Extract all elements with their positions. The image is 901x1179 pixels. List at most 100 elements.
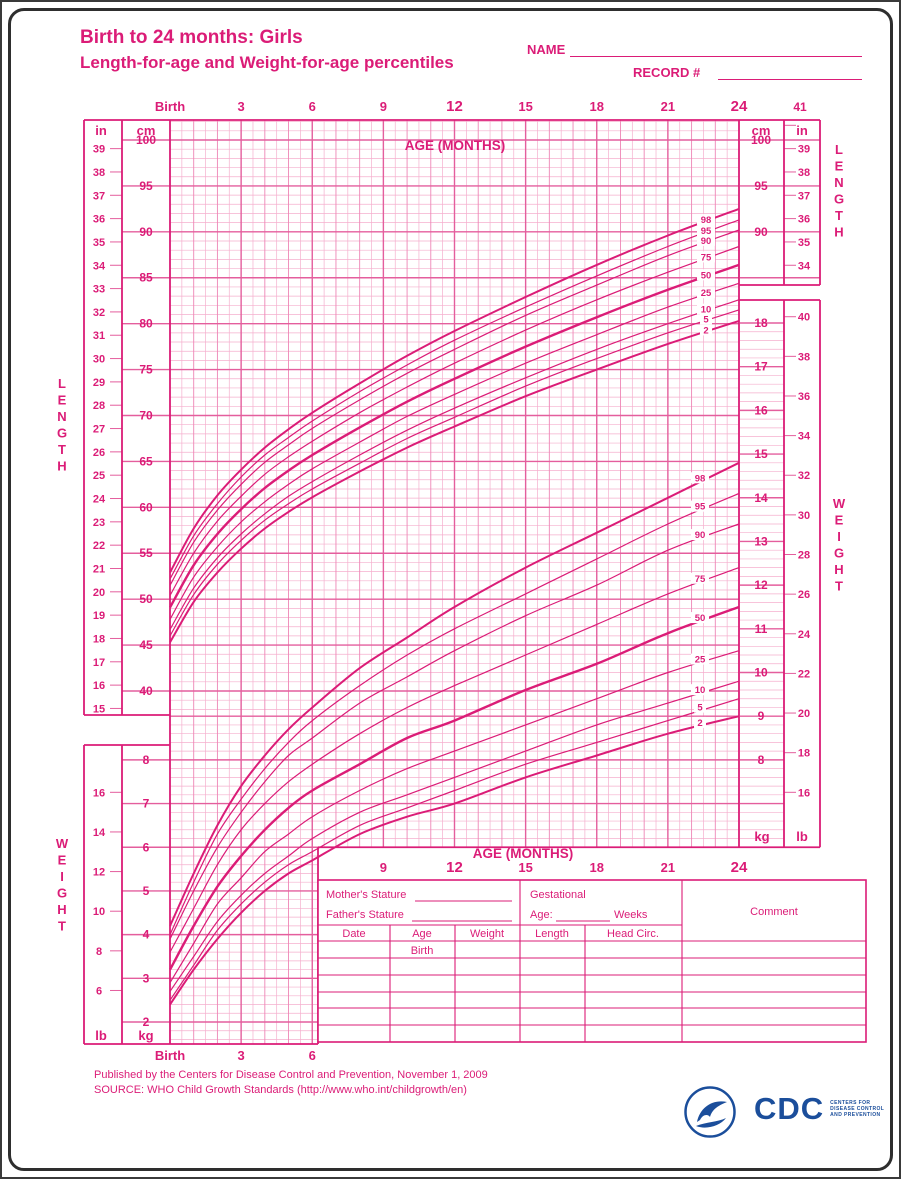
svg-text:21: 21 — [93, 563, 105, 575]
svg-text:6: 6 — [143, 840, 150, 854]
svg-text:10: 10 — [701, 305, 712, 316]
svg-text:12: 12 — [446, 859, 463, 876]
table-data-rows[interactable] — [318, 941, 866, 1042]
svg-text:100: 100 — [136, 133, 156, 147]
col-header-weight: Weight — [470, 928, 504, 940]
svg-text:6: 6 — [309, 1048, 316, 1063]
svg-text:41: 41 — [793, 100, 807, 114]
footer-publisher: Published by the Centers for Disease Con… — [94, 1069, 488, 1081]
svg-text:75: 75 — [139, 363, 153, 377]
svg-text:36: 36 — [798, 391, 810, 403]
svg-text:12: 12 — [446, 98, 463, 115]
svg-text:45: 45 — [139, 638, 153, 652]
svg-text:18: 18 — [590, 99, 604, 114]
percentile-95-curve — [169, 219, 740, 580]
name-label: NAME — [527, 42, 566, 57]
percentile-50-curve — [168, 263, 740, 608]
svg-text:14: 14 — [754, 491, 768, 505]
svg-text:90: 90 — [754, 225, 768, 239]
svg-text:95: 95 — [701, 226, 712, 237]
svg-text:T: T — [58, 442, 66, 457]
svg-text:25: 25 — [701, 288, 712, 299]
svg-text:50: 50 — [701, 270, 712, 281]
svg-text:H: H — [834, 562, 843, 577]
svg-text:12: 12 — [754, 578, 768, 592]
hhs-seal-logo — [682, 1084, 738, 1145]
svg-text:lb: lb — [796, 829, 808, 844]
cdc-logo-tagline: CENTERS FOR DISEASE CONTROL AND PREVENTI… — [830, 1100, 885, 1118]
svg-text:90: 90 — [701, 236, 712, 247]
svg-text:W: W — [56, 836, 69, 851]
svg-text:N: N — [57, 409, 66, 424]
svg-text:7: 7 — [143, 797, 150, 811]
svg-text:11: 11 — [755, 622, 768, 636]
page-subtitle: Length-for-age and Weight-for-age percen… — [80, 53, 454, 72]
svg-text:22: 22 — [798, 668, 810, 680]
percentile-25-curve — [169, 650, 740, 984]
svg-text:L: L — [58, 376, 66, 391]
percentile-75-curve — [169, 567, 740, 953]
name-field[interactable] — [570, 42, 862, 57]
svg-text:I: I — [837, 529, 841, 544]
svg-text:18: 18 — [754, 316, 768, 330]
svg-text:30: 30 — [798, 510, 810, 522]
svg-text:AGE (MONTHS): AGE (MONTHS) — [473, 846, 574, 861]
svg-text:kg: kg — [754, 829, 769, 844]
svg-text:28: 28 — [798, 550, 810, 562]
percentile-75-curve — [169, 245, 740, 596]
svg-text:39: 39 — [798, 144, 810, 156]
svg-text:31: 31 — [93, 330, 105, 342]
svg-text:H: H — [834, 225, 843, 240]
svg-text:25: 25 — [93, 470, 105, 482]
svg-text:2: 2 — [703, 325, 708, 336]
svg-text:9: 9 — [380, 860, 387, 875]
svg-text:10: 10 — [754, 666, 768, 680]
svg-text:9: 9 — [758, 709, 765, 723]
percentile-95-curve — [169, 492, 740, 935]
svg-text:3: 3 — [143, 971, 150, 985]
svg-text:26: 26 — [798, 589, 810, 601]
svg-text:37: 37 — [798, 190, 810, 202]
svg-text:cm: cm — [752, 123, 771, 138]
svg-text:25: 25 — [695, 655, 706, 666]
svg-text:18: 18 — [93, 633, 105, 645]
svg-text:39: 39 — [93, 144, 105, 156]
svg-text:95: 95 — [139, 179, 153, 193]
svg-text:24: 24 — [798, 629, 811, 641]
entry-table-box — [317, 879, 867, 1043]
record-number-label: RECORD # — [633, 65, 701, 80]
svg-text:kg: kg — [138, 1028, 153, 1043]
percentile-25-curve — [169, 282, 740, 620]
svg-text:85: 85 — [139, 271, 153, 285]
svg-text:10: 10 — [695, 685, 706, 696]
mothers-stature-label: Mother's Stature — [326, 889, 406, 901]
svg-text:95: 95 — [754, 179, 768, 193]
svg-text:L: L — [835, 142, 843, 157]
svg-text:8: 8 — [143, 753, 150, 767]
record-number-field[interactable] — [718, 65, 862, 80]
svg-text:H: H — [57, 459, 66, 474]
svg-text:6: 6 — [96, 985, 102, 997]
gestational-label: Gestational — [530, 889, 586, 901]
svg-text:30: 30 — [93, 354, 105, 366]
svg-text:8: 8 — [96, 946, 102, 958]
svg-text:98: 98 — [695, 473, 706, 484]
svg-text:24: 24 — [731, 859, 748, 876]
svg-text:in: in — [95, 123, 107, 138]
svg-text:90: 90 — [695, 530, 706, 541]
svg-text:Birth: Birth — [155, 1048, 185, 1063]
birth-row-label: Birth — [411, 945, 434, 957]
col-header-age: Age — [412, 928, 432, 940]
page-title: Birth to 24 months: Girls — [80, 27, 303, 48]
cdc-logo: CDC CENTERS FOR DISEASE CONTROL AND PREV… — [754, 1091, 888, 1126]
fathers-stature-label: Father's Stature — [326, 909, 404, 921]
percentile-10-curve — [169, 299, 740, 630]
svg-text:G: G — [57, 426, 67, 441]
svg-text:34: 34 — [798, 431, 811, 443]
cdc-logo-text: CDC — [754, 1091, 825, 1126]
